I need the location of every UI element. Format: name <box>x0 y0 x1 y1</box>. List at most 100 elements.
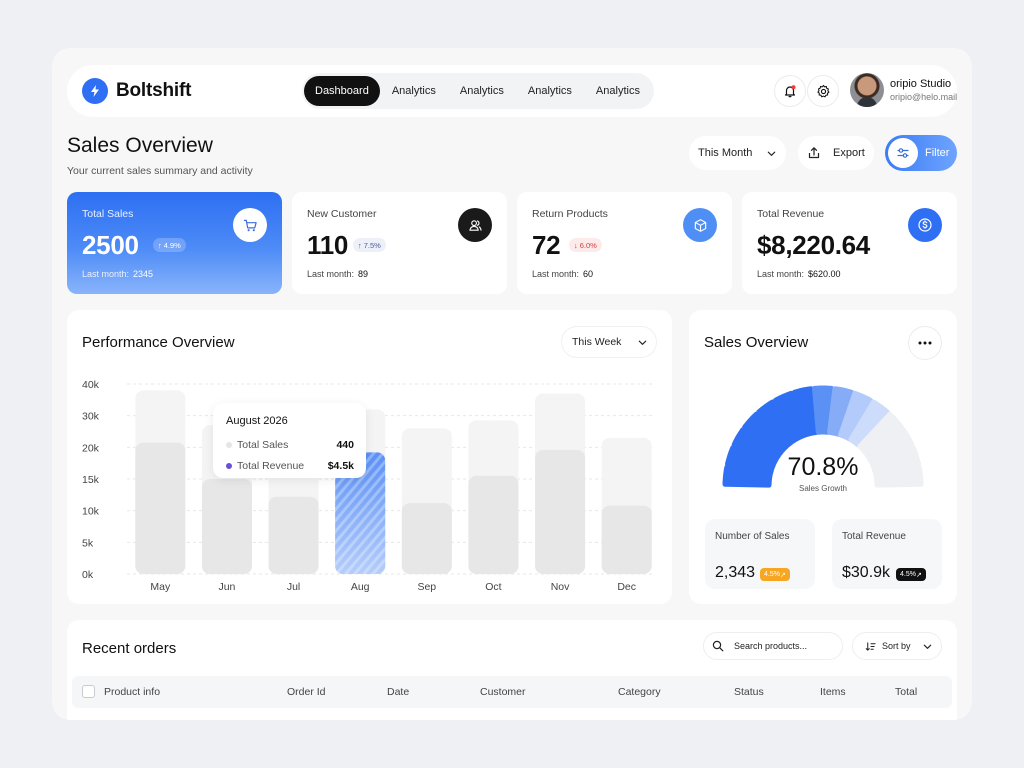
select-all-checkbox[interactable] <box>82 685 95 698</box>
search-placeholder: Search products... <box>734 641 808 651</box>
metric-value: 2,343 <box>715 564 756 581</box>
more-options-button[interactable] <box>908 326 942 360</box>
filter-button[interactable]: Filter <box>885 135 957 171</box>
notifications-button[interactable] <box>774 75 806 107</box>
chevron-down-icon <box>923 644 931 649</box>
stat-last-month: Last month: 89 <box>307 269 369 279</box>
y-tick-label: 20k <box>82 442 100 454</box>
metric-label: Number of Sales <box>715 531 790 542</box>
stat-badge: ↑ 4.9% <box>153 238 186 252</box>
arrow-up-right-icon: ↗ <box>779 571 786 579</box>
chevron-down-icon <box>768 151 776 156</box>
logo[interactable]: Boltshift <box>82 78 191 104</box>
search-input[interactable]: Search products... <box>703 632 843 660</box>
bar-revenue[interactable] <box>468 475 519 574</box>
export-button[interactable]: Export <box>798 136 874 170</box>
x-tick-label: Jul <box>287 581 300 593</box>
top-header: Boltshift Dashboard Analytics Analytics … <box>67 65 957 117</box>
gauge-value: 70.8% <box>787 453 859 481</box>
stat-badge: ↓ 6.0% <box>569 238 602 252</box>
col-status[interactable]: Status <box>734 686 764 698</box>
sales-gauge <box>722 385 924 488</box>
filter-label: Filter <box>925 147 950 159</box>
col-total[interactable]: Total <box>895 686 918 698</box>
y-tick-label: 5k <box>82 537 94 549</box>
user-name: oripio Studio <box>890 78 952 90</box>
sort-label: Sort by <box>882 641 911 651</box>
period-select[interactable]: This Month <box>689 136 786 170</box>
performance-title: Performance Overview <box>82 334 235 351</box>
stat-card-total-revenue[interactable]: Total Revenue $8,220.64 Last month: $620.… <box>742 192 957 294</box>
stat-last-month: Last month: $620.00 <box>757 269 841 279</box>
bar-revenue[interactable] <box>201 479 252 574</box>
col-order-id[interactable]: Order Id <box>287 686 326 698</box>
nav-item-analytics-4[interactable]: Analytics <box>595 85 640 97</box>
bar-revenue[interactable] <box>401 503 452 574</box>
performance-chart: 0k 5k 10k 15k 20k 30k 40k May Jun Jul Aug Sep Oct No… <box>82 379 652 593</box>
week-select-label: This Week <box>572 336 622 348</box>
orders-table-header: Product info Order Id Date Customer Cate… <box>72 676 952 708</box>
box-icon <box>683 208 717 242</box>
x-tick-label: Dec <box>617 581 636 593</box>
col-date[interactable]: Date <box>387 686 410 698</box>
nav-item-analytics-2[interactable]: Analytics <box>459 85 504 97</box>
stat-card-new-customer[interactable]: New Customer 110 ↑ 7.5% Last month: 89 <box>292 192 507 294</box>
stat-last-month: Last month: 60 <box>532 269 594 279</box>
col-category[interactable]: Category <box>618 686 661 698</box>
sales-gauge-card: Sales Overview 70.8% Sales Growth Number… <box>689 310 957 604</box>
col-items[interactable]: Items <box>820 686 846 698</box>
arrow-down-icon: ↓ <box>574 240 578 250</box>
page-title: Sales Overview <box>67 134 213 157</box>
user-profile[interactable]: oripio Studio oripio@helo.mail <box>850 73 957 107</box>
arrow-up-icon: ↑ <box>358 240 362 250</box>
stat-value: 72 <box>532 230 561 260</box>
bar-revenue[interactable] <box>268 496 319 574</box>
nav-item-analytics-3[interactable]: Analytics <box>527 85 572 97</box>
performance-card: Performance Overview This Week 0k 5k 10k 15… <box>67 310 672 604</box>
tooltip-row-sales: Total Sales 440 <box>226 439 354 451</box>
stat-label: Total Revenue <box>757 208 825 220</box>
stat-value: $8,220.64 <box>757 230 870 260</box>
bar-revenue[interactable] <box>601 505 652 574</box>
bar-revenue[interactable] <box>135 442 186 574</box>
nav-item-analytics-1[interactable]: Analytics <box>391 85 436 97</box>
chevron-down-icon <box>639 340 647 345</box>
arrow-up-icon: ↑ <box>158 240 162 250</box>
col-customer[interactable]: Customer <box>480 686 526 698</box>
metric-value: $30.9k <box>842 564 891 581</box>
bolt-icon <box>82 78 108 104</box>
y-tick-label: 0k <box>82 569 94 581</box>
stat-card-return-products[interactable]: Return Products 72 ↓ 6.0% Last month: 60 <box>517 192 732 294</box>
page-subtitle: Your current sales summary and activity <box>67 165 253 177</box>
bar-revenue[interactable] <box>535 449 586 574</box>
stat-value: 2500 <box>82 230 139 260</box>
y-tick-label: 10k <box>82 506 100 518</box>
tooltip-row-revenue: Total Revenue $4.5k <box>226 460 354 472</box>
settings-button[interactable] <box>807 75 839 107</box>
nav-item-dashboard[interactable]: Dashboard <box>304 76 380 106</box>
metric-badge: 4.5% ↗ <box>760 568 790 581</box>
legend-dot <box>226 463 232 469</box>
stat-value: 110 <box>307 230 349 260</box>
stat-label: Return Products <box>532 208 608 220</box>
bar-highlight-fade <box>335 452 386 574</box>
sort-icon <box>865 641 876 651</box>
sort-select[interactable]: Sort by <box>852 632 942 660</box>
user-email: oripio@helo.mail <box>890 92 958 102</box>
x-tick-label: May <box>150 581 171 593</box>
arrow-up-right-icon: ↗ <box>915 571 922 579</box>
bell-icon <box>784 85 796 98</box>
stat-last-month: Last month: 2345 <box>82 269 154 279</box>
period-select-label: This Month <box>698 147 753 159</box>
metric-label: Total Revenue <box>842 531 906 542</box>
stat-label: New Customer <box>307 208 377 220</box>
legend-dot <box>226 442 232 448</box>
col-product-info[interactable]: Product info <box>104 686 161 698</box>
dashboard-frame: Boltshift Dashboard Analytics Analytics … <box>52 48 972 720</box>
week-select[interactable]: This Week <box>561 326 657 358</box>
chart-tooltip: August 2026 Total Sales 440 Total Revenu… <box>213 403 366 478</box>
export-label: Export <box>833 147 865 159</box>
x-tick-label: Sep <box>417 581 436 593</box>
tooltip-title: August 2026 <box>226 415 288 427</box>
stat-card-total-sales[interactable]: Total Sales 2500 ↑ 4.9% Last month: 2345 <box>67 192 282 294</box>
